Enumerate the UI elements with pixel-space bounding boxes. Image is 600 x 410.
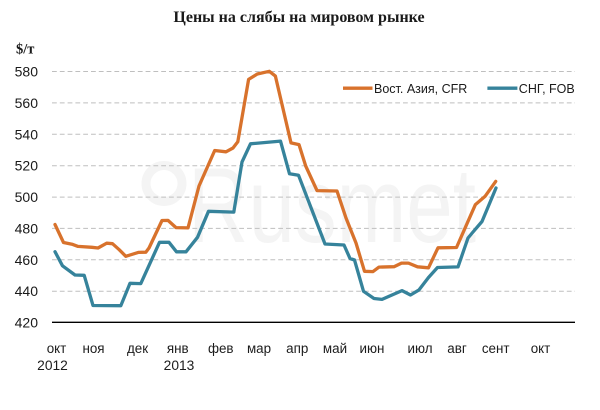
svg-text:ноя: ноя — [82, 341, 104, 356]
svg-text:апр: апр — [286, 341, 308, 356]
svg-text:июн: июн — [360, 341, 385, 356]
svg-text:июл: июл — [407, 341, 432, 356]
svg-text:2013: 2013 — [164, 358, 195, 373]
svg-text:сент: сент — [482, 341, 510, 356]
svg-text:460: 460 — [15, 252, 39, 268]
svg-text:Rusmet: Rusmet — [188, 145, 476, 265]
svg-text:500: 500 — [15, 189, 39, 205]
svg-text:580: 580 — [15, 64, 39, 80]
svg-text:480: 480 — [15, 220, 39, 236]
svg-text:560: 560 — [15, 95, 39, 111]
svg-text:янв: янв — [167, 341, 189, 356]
svg-text:440: 440 — [15, 283, 39, 299]
svg-text:Вост. Азия, CFR: Вост. Азия, CFR — [374, 82, 467, 96]
svg-text:420: 420 — [15, 314, 39, 330]
svg-text:540: 540 — [15, 126, 39, 142]
svg-text:СНГ, FOB: СНГ, FOB — [519, 82, 575, 96]
svg-text:май: май — [323, 341, 347, 356]
svg-text:520: 520 — [15, 158, 39, 174]
svg-text:авг: авг — [447, 341, 467, 356]
svg-text:2012: 2012 — [37, 358, 68, 373]
svg-text:фев: фев — [208, 341, 234, 356]
svg-text:дек: дек — [127, 341, 148, 356]
svg-text:$/т: $/т — [16, 42, 34, 58]
svg-text:мар: мар — [247, 341, 271, 356]
svg-text:Цены на слябы на мировом рынке: Цены на слябы на мировом рынке — [173, 9, 424, 26]
svg-text:окт: окт — [47, 341, 67, 356]
svg-text:окт: окт — [531, 341, 551, 356]
